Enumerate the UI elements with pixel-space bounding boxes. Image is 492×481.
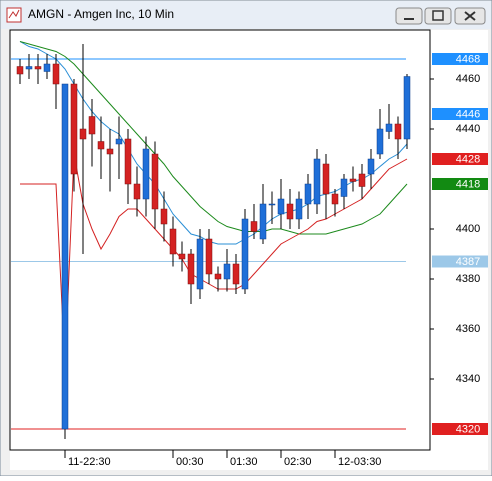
- close-glyph: [464, 11, 476, 21]
- candle-body: [232, 263, 240, 285]
- candle-body: [403, 76, 411, 140]
- y-tick-label: 4360: [456, 323, 480, 335]
- maximize-button[interactable]: [424, 7, 452, 25]
- level-box: [432, 108, 488, 120]
- y-tick-label: 4400: [456, 223, 480, 235]
- candle-body: [367, 158, 375, 175]
- x-tick-label: 01:30: [230, 456, 258, 468]
- candle-body: [340, 178, 348, 197]
- candle-body: [124, 138, 132, 185]
- candle-body: [79, 128, 87, 140]
- maximize-glyph: [432, 10, 444, 21]
- y-tick-label: 4460: [456, 73, 480, 85]
- candle-body: [331, 193, 339, 205]
- candle-body: [349, 178, 357, 182]
- candle-body: [196, 238, 204, 290]
- plot-frame: [9, 29, 431, 451]
- candle-body: [259, 203, 267, 240]
- candle-body: [25, 66, 33, 70]
- candle-body: [223, 263, 231, 280]
- level-box: [432, 423, 488, 435]
- x-tick-label: 11-22:30: [68, 456, 111, 468]
- candle-body: [268, 203, 276, 206]
- app-icon-glyph: [8, 9, 20, 19]
- candle-body: [160, 208, 168, 225]
- candle-body: [151, 153, 159, 210]
- candle-body: [286, 203, 294, 220]
- candle-body: [61, 83, 69, 430]
- candle-body: [304, 183, 312, 205]
- candle-body: [115, 138, 123, 145]
- level-box: [432, 53, 488, 65]
- candle-body: [385, 123, 393, 132]
- level-label: 4428: [456, 153, 480, 165]
- candle-body: [241, 218, 249, 290]
- app-icon: [6, 7, 22, 23]
- candle-body: [322, 163, 330, 195]
- x-tick-label: 12-03:30: [338, 456, 381, 468]
- level-box: [432, 178, 488, 190]
- window-title: AMGN - Amgen Inc, 10 Min: [28, 7, 174, 21]
- candle-body: [394, 123, 402, 140]
- candle-body: [70, 83, 78, 175]
- candle-body: [169, 228, 177, 255]
- candle-body: [178, 253, 186, 260]
- minimize-button[interactable]: [395, 7, 423, 25]
- candle-body: [205, 238, 213, 275]
- y-tick-label: 4380: [456, 273, 480, 285]
- candle-body: [142, 148, 150, 200]
- candle-body: [295, 198, 303, 220]
- level-label: 4418: [456, 178, 480, 190]
- plot: 4340 4360 4380 4400 4440 4460 11-22:30 00:30 01:…: [11, 41, 488, 468]
- candle-body: [250, 221, 258, 232]
- level-label: 4320: [456, 423, 480, 435]
- candle-body: [97, 141, 105, 150]
- candle-body: [52, 63, 60, 85]
- level-label: 4468: [456, 53, 480, 65]
- candle-body: [16, 66, 24, 75]
- candle-body: [34, 66, 42, 70]
- candle-body: [187, 253, 195, 285]
- candle-body: [358, 173, 366, 187]
- candle-body: [313, 158, 321, 205]
- x-tick-label: 02:30: [284, 456, 312, 468]
- indicator-line: [20, 153, 408, 367]
- level-label: 4387: [456, 256, 480, 268]
- candle-body: [214, 273, 222, 280]
- level-label: 4446: [456, 108, 480, 120]
- x-tick-label: 00:30: [176, 456, 204, 468]
- candle-body: [277, 198, 285, 215]
- level-box: [432, 153, 488, 165]
- indicator-line: [19, 41, 408, 235]
- y-tick-label: 4440: [456, 123, 480, 135]
- candle-body: [376, 128, 384, 155]
- candle-body: [43, 63, 51, 72]
- candle-body: [88, 116, 96, 135]
- level-box: [432, 255, 488, 268]
- candle-body: [133, 183, 141, 200]
- candle-body: [106, 148, 114, 155]
- y-tick-label: 4340: [456, 373, 480, 385]
